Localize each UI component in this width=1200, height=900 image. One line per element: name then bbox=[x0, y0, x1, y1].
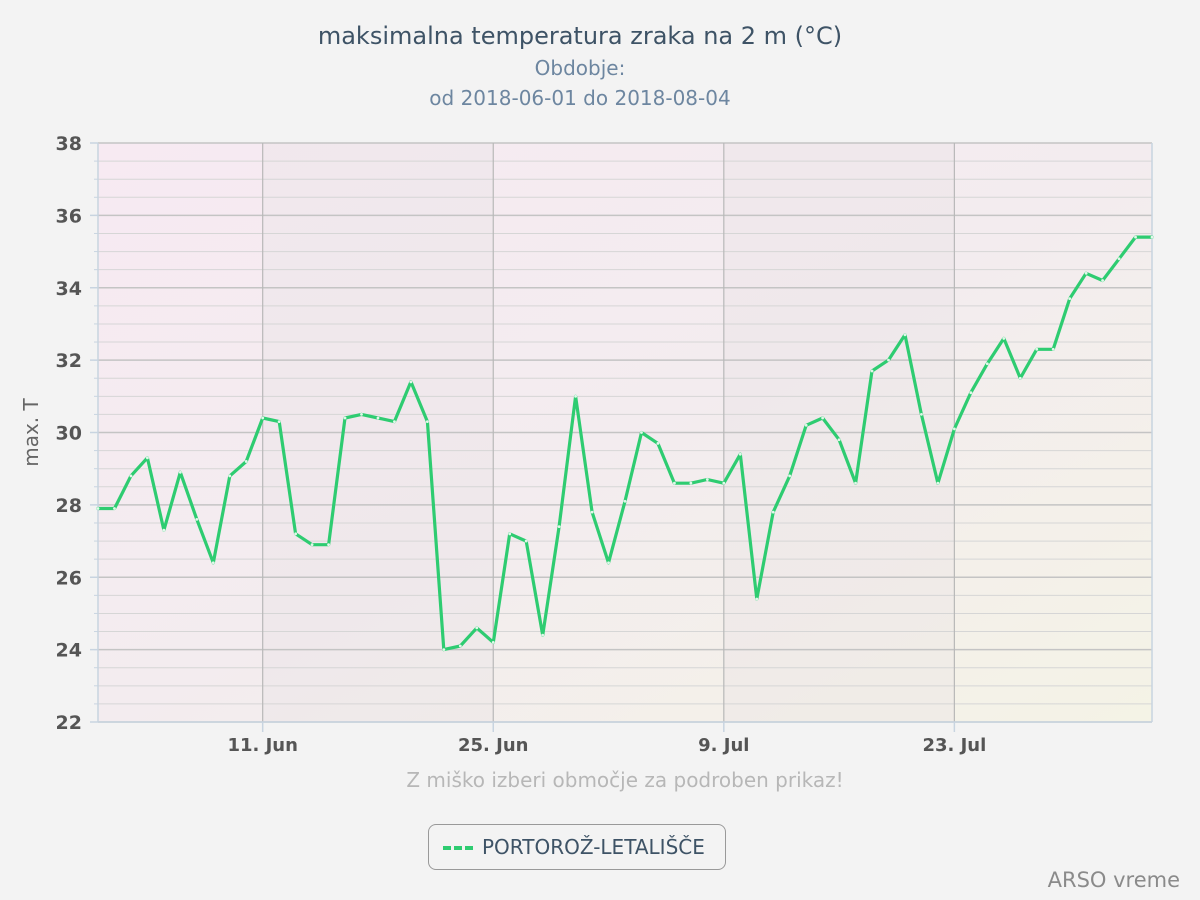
data-point[interactable] bbox=[656, 441, 660, 445]
data-point[interactable] bbox=[788, 474, 792, 478]
data-point[interactable] bbox=[1068, 297, 1072, 301]
data-point[interactable] bbox=[1117, 257, 1121, 261]
data-point[interactable] bbox=[771, 510, 775, 514]
y-tick-label: 30 bbox=[56, 423, 82, 445]
legend-series-marker bbox=[443, 846, 473, 850]
y-tick-label: 38 bbox=[56, 133, 82, 155]
credit-label: ARSO vreme bbox=[1047, 868, 1180, 892]
data-point[interactable] bbox=[1150, 235, 1154, 239]
x-tick-label: 25. Jun bbox=[458, 735, 528, 756]
data-point[interactable] bbox=[952, 427, 956, 431]
x-tick-label: 23. Jul bbox=[922, 735, 986, 756]
data-point[interactable] bbox=[705, 478, 709, 481]
data-point[interactable] bbox=[673, 481, 676, 485]
data-point[interactable] bbox=[804, 423, 808, 427]
data-point[interactable] bbox=[985, 362, 989, 366]
chart-subtitle-range: od 2018-06-01 do 2018-08-04 bbox=[429, 86, 731, 110]
data-point[interactable] bbox=[722, 481, 726, 485]
data-point[interactable] bbox=[409, 380, 413, 384]
data-point[interactable] bbox=[854, 481, 857, 485]
data-point[interactable] bbox=[936, 481, 940, 485]
y-tick-label: 32 bbox=[56, 350, 82, 372]
x-tick-label: 9. Jul bbox=[698, 735, 749, 756]
data-point[interactable] bbox=[541, 633, 545, 637]
data-point[interactable] bbox=[393, 420, 396, 424]
data-point[interactable] bbox=[903, 333, 907, 337]
data-point[interactable] bbox=[920, 413, 923, 416]
data-point[interactable] bbox=[508, 532, 512, 536]
legend-series-label: PORTOROŽ-LETALIŠČE bbox=[482, 835, 705, 859]
data-point[interactable] bbox=[475, 626, 479, 630]
y-tick-label: 34 bbox=[56, 278, 82, 300]
data-point[interactable] bbox=[425, 420, 429, 424]
data-point[interactable] bbox=[870, 369, 874, 373]
data-point[interactable] bbox=[755, 597, 759, 601]
data-point[interactable] bbox=[376, 416, 380, 420]
chart-title: maksimalna temperatura zraka na 2 m (°C) bbox=[317, 22, 843, 50]
y-tick-label: 28 bbox=[56, 495, 82, 517]
y-tick-label: 22 bbox=[56, 712, 82, 734]
data-point[interactable] bbox=[244, 460, 248, 463]
data-point[interactable] bbox=[607, 561, 610, 565]
y-tick-label: 24 bbox=[56, 640, 82, 662]
data-point[interactable] bbox=[689, 481, 693, 485]
data-point[interactable] bbox=[821, 416, 825, 420]
data-point[interactable] bbox=[96, 507, 100, 510]
y-axis-label: max. T bbox=[19, 397, 43, 466]
data-point[interactable] bbox=[277, 420, 281, 424]
y-tick-label: 26 bbox=[56, 567, 82, 589]
data-point[interactable] bbox=[261, 416, 265, 420]
data-point[interactable] bbox=[360, 413, 363, 416]
data-point[interactable] bbox=[458, 644, 462, 648]
data-point[interactable] bbox=[590, 510, 594, 514]
data-point[interactable] bbox=[640, 431, 643, 434]
data-point[interactable] bbox=[113, 507, 116, 510]
data-point[interactable] bbox=[310, 543, 314, 547]
data-point[interactable] bbox=[1134, 235, 1137, 239]
data-point[interactable] bbox=[1084, 271, 1088, 275]
data-point[interactable] bbox=[327, 543, 330, 547]
data-point[interactable] bbox=[178, 470, 182, 474]
data-point[interactable] bbox=[837, 438, 841, 442]
data-point[interactable] bbox=[162, 528, 166, 532]
data-point[interactable] bbox=[738, 452, 742, 456]
data-point[interactable] bbox=[129, 474, 133, 478]
data-point[interactable] bbox=[1018, 376, 1022, 380]
y-tick-label: 36 bbox=[56, 205, 82, 227]
data-point[interactable] bbox=[1101, 279, 1104, 282]
data-point[interactable] bbox=[1002, 337, 1006, 340]
data-point[interactable] bbox=[623, 499, 627, 503]
data-point[interactable] bbox=[887, 358, 890, 362]
data-point[interactable] bbox=[1051, 347, 1055, 351]
zoom-hint: Z miško izberi območje za podroben prika… bbox=[406, 768, 844, 792]
data-point[interactable] bbox=[442, 648, 446, 652]
data-point[interactable] bbox=[491, 640, 495, 644]
data-point[interactable] bbox=[195, 517, 199, 521]
chart-subtitle-period: Obdobje: bbox=[534, 56, 626, 80]
x-tick-label: 11. Jun bbox=[227, 735, 297, 756]
data-point[interactable] bbox=[294, 532, 298, 536]
data-point[interactable] bbox=[1035, 347, 1039, 351]
data-point[interactable] bbox=[969, 391, 973, 395]
data-point[interactable] bbox=[228, 474, 232, 478]
legend[interactable]: PORTOROŽ-LETALIŠČE bbox=[428, 824, 726, 870]
data-point[interactable] bbox=[524, 539, 528, 543]
data-point[interactable] bbox=[557, 525, 561, 528]
data-point[interactable] bbox=[574, 394, 577, 398]
data-point[interactable] bbox=[146, 456, 149, 460]
data-point[interactable] bbox=[211, 561, 215, 565]
data-point[interactable] bbox=[343, 416, 347, 420]
